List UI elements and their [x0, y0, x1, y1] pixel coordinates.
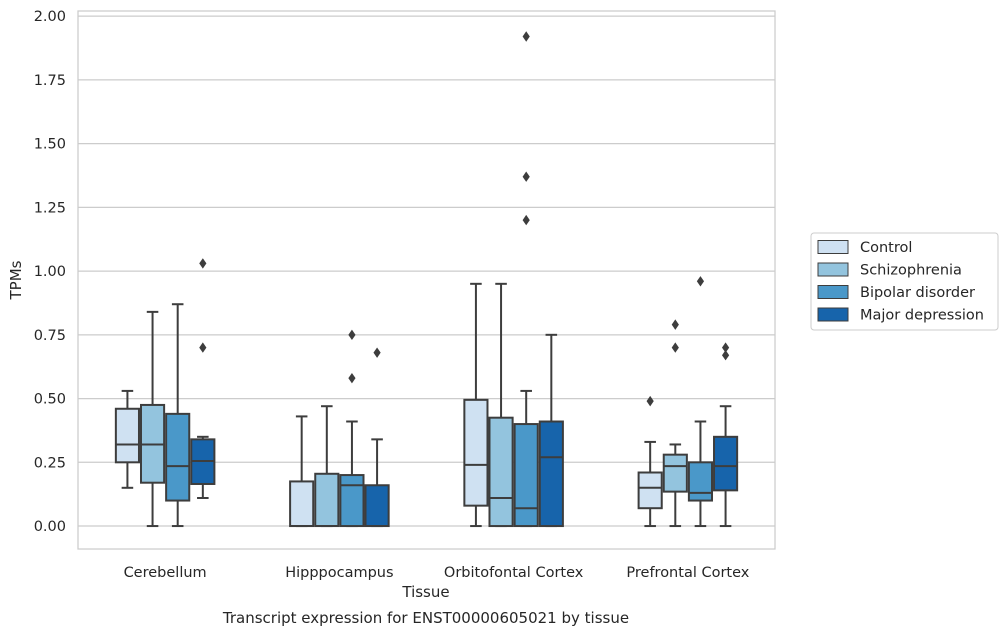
y-tick-label: 0.75	[34, 328, 66, 344]
box-body	[314, 472, 340, 528]
outlier-point	[671, 319, 679, 330]
legend-label: Control	[860, 240, 912, 256]
y-tick-label: 1.50	[34, 137, 66, 153]
x-tick-label: Hipppocampus	[285, 565, 393, 581]
outlier-point	[522, 171, 530, 182]
legend-swatch	[817, 307, 849, 322]
box-element	[463, 282, 489, 528]
legend-item: Bipolar disorder	[817, 285, 975, 301]
outlier-point	[721, 350, 730, 361]
x-axis-label: Tissue	[401, 583, 449, 601]
series-group	[165, 31, 714, 528]
box-body	[713, 435, 739, 492]
x-tick-label: Cerebellum	[124, 565, 207, 581]
y-axis-label: TPMs	[7, 260, 25, 300]
box-body	[114, 407, 140, 464]
outlier-point	[721, 342, 730, 353]
y-tick-label: 1.00	[34, 264, 66, 280]
box-element	[538, 333, 564, 528]
outlier-point	[348, 329, 356, 341]
legend-swatch	[817, 240, 849, 254]
outlier-point	[522, 214, 530, 226]
y-tick-label: 1.25	[34, 200, 66, 216]
legend: Control Schizophrenia Bipolar disorder Majo…	[810, 232, 999, 331]
box-element	[637, 395, 663, 528]
y-tick-labels: 0.00 0.25 0.50 0.75 1.00 1.25 1.50 1.75 2.00	[34, 9, 66, 535]
box-series	[114, 31, 739, 528]
box-body	[165, 412, 191, 502]
box-body	[687, 461, 714, 502]
legend-swatch	[817, 285, 849, 299]
box-element	[114, 389, 140, 489]
grid-lines	[78, 15, 775, 527]
legend-item: Schizophrenia	[817, 262, 962, 279]
box-element	[687, 276, 714, 528]
series-group	[114, 282, 663, 528]
box-element	[139, 310, 166, 528]
box-element	[713, 342, 739, 528]
legend-item: Major depression	[817, 307, 984, 324]
box-element	[190, 258, 216, 500]
box-element	[165, 303, 191, 528]
outlier-point	[646, 395, 654, 407]
series-group	[139, 282, 688, 528]
legend-frame	[810, 232, 999, 331]
box-body	[637, 471, 663, 510]
box-body	[289, 480, 315, 528]
y-tick-label: 0.00	[34, 519, 66, 535]
chart-caption: Transcript expression for ENST0000060502…	[222, 609, 629, 627]
box-element	[364, 347, 390, 528]
legend-swatch	[817, 262, 849, 277]
outlier-point	[696, 276, 705, 287]
outlier-point	[522, 31, 530, 42]
outlier-point	[671, 342, 679, 353]
box-body	[463, 398, 489, 507]
x-tick-label: Orbitofontal Cortex	[444, 565, 584, 581]
legend-label: Major depression	[860, 308, 984, 324]
legend-label: Schizophrenia	[860, 263, 962, 279]
box-body	[513, 423, 539, 528]
box-element	[314, 405, 340, 528]
legend-label: Bipolar disorder	[860, 285, 975, 301]
y-tick-label: 0.50	[34, 392, 66, 408]
outlier-point	[199, 258, 207, 269]
box-element	[488, 282, 514, 528]
outlier-point	[373, 347, 381, 358]
box-element	[339, 329, 365, 528]
y-tick-label: 0.25	[34, 455, 66, 471]
legend-item: Control	[817, 240, 912, 256]
plot-frame	[77, 10, 776, 550]
box-body	[662, 453, 688, 493]
box-body	[488, 416, 514, 528]
box-element	[513, 31, 539, 528]
box-body	[339, 474, 365, 528]
x-tick-label: Prefrontal Cortex	[626, 565, 749, 581]
x-tick-labels: Cerebellum Hipppocampus Orbitofontal Corte…	[124, 565, 750, 581]
box-element	[289, 415, 315, 528]
outlier-point	[199, 342, 207, 353]
outlier-point	[348, 372, 356, 384]
box-body	[538, 420, 564, 528]
y-tick-label: 2.00	[34, 9, 66, 25]
box-body	[364, 484, 390, 528]
series-group	[190, 258, 739, 528]
box-element	[662, 319, 688, 528]
y-tick-label: 1.75	[34, 73, 66, 89]
